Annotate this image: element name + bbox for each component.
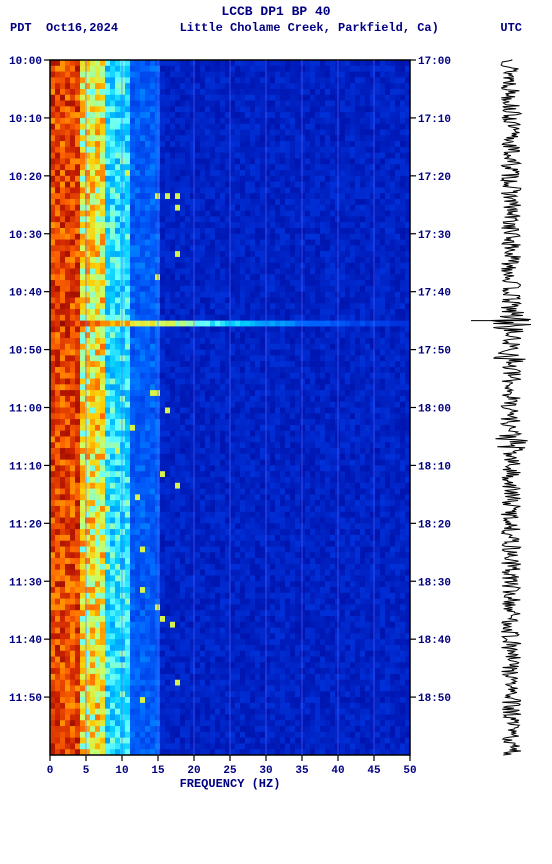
location-label: Little Cholame Creek, Parkfield, Ca) (118, 21, 500, 35)
spectrogram-figure: 05101520253035404550FREQUENCY (HZ)10:001… (0, 40, 552, 860)
chart-title: LCCB DP1 BP 40 (0, 4, 552, 19)
waveform-trace (491, 60, 531, 755)
tz-right-label: UTC (500, 21, 522, 35)
tz-left-label: PDT Oct16,2024 (10, 21, 118, 35)
